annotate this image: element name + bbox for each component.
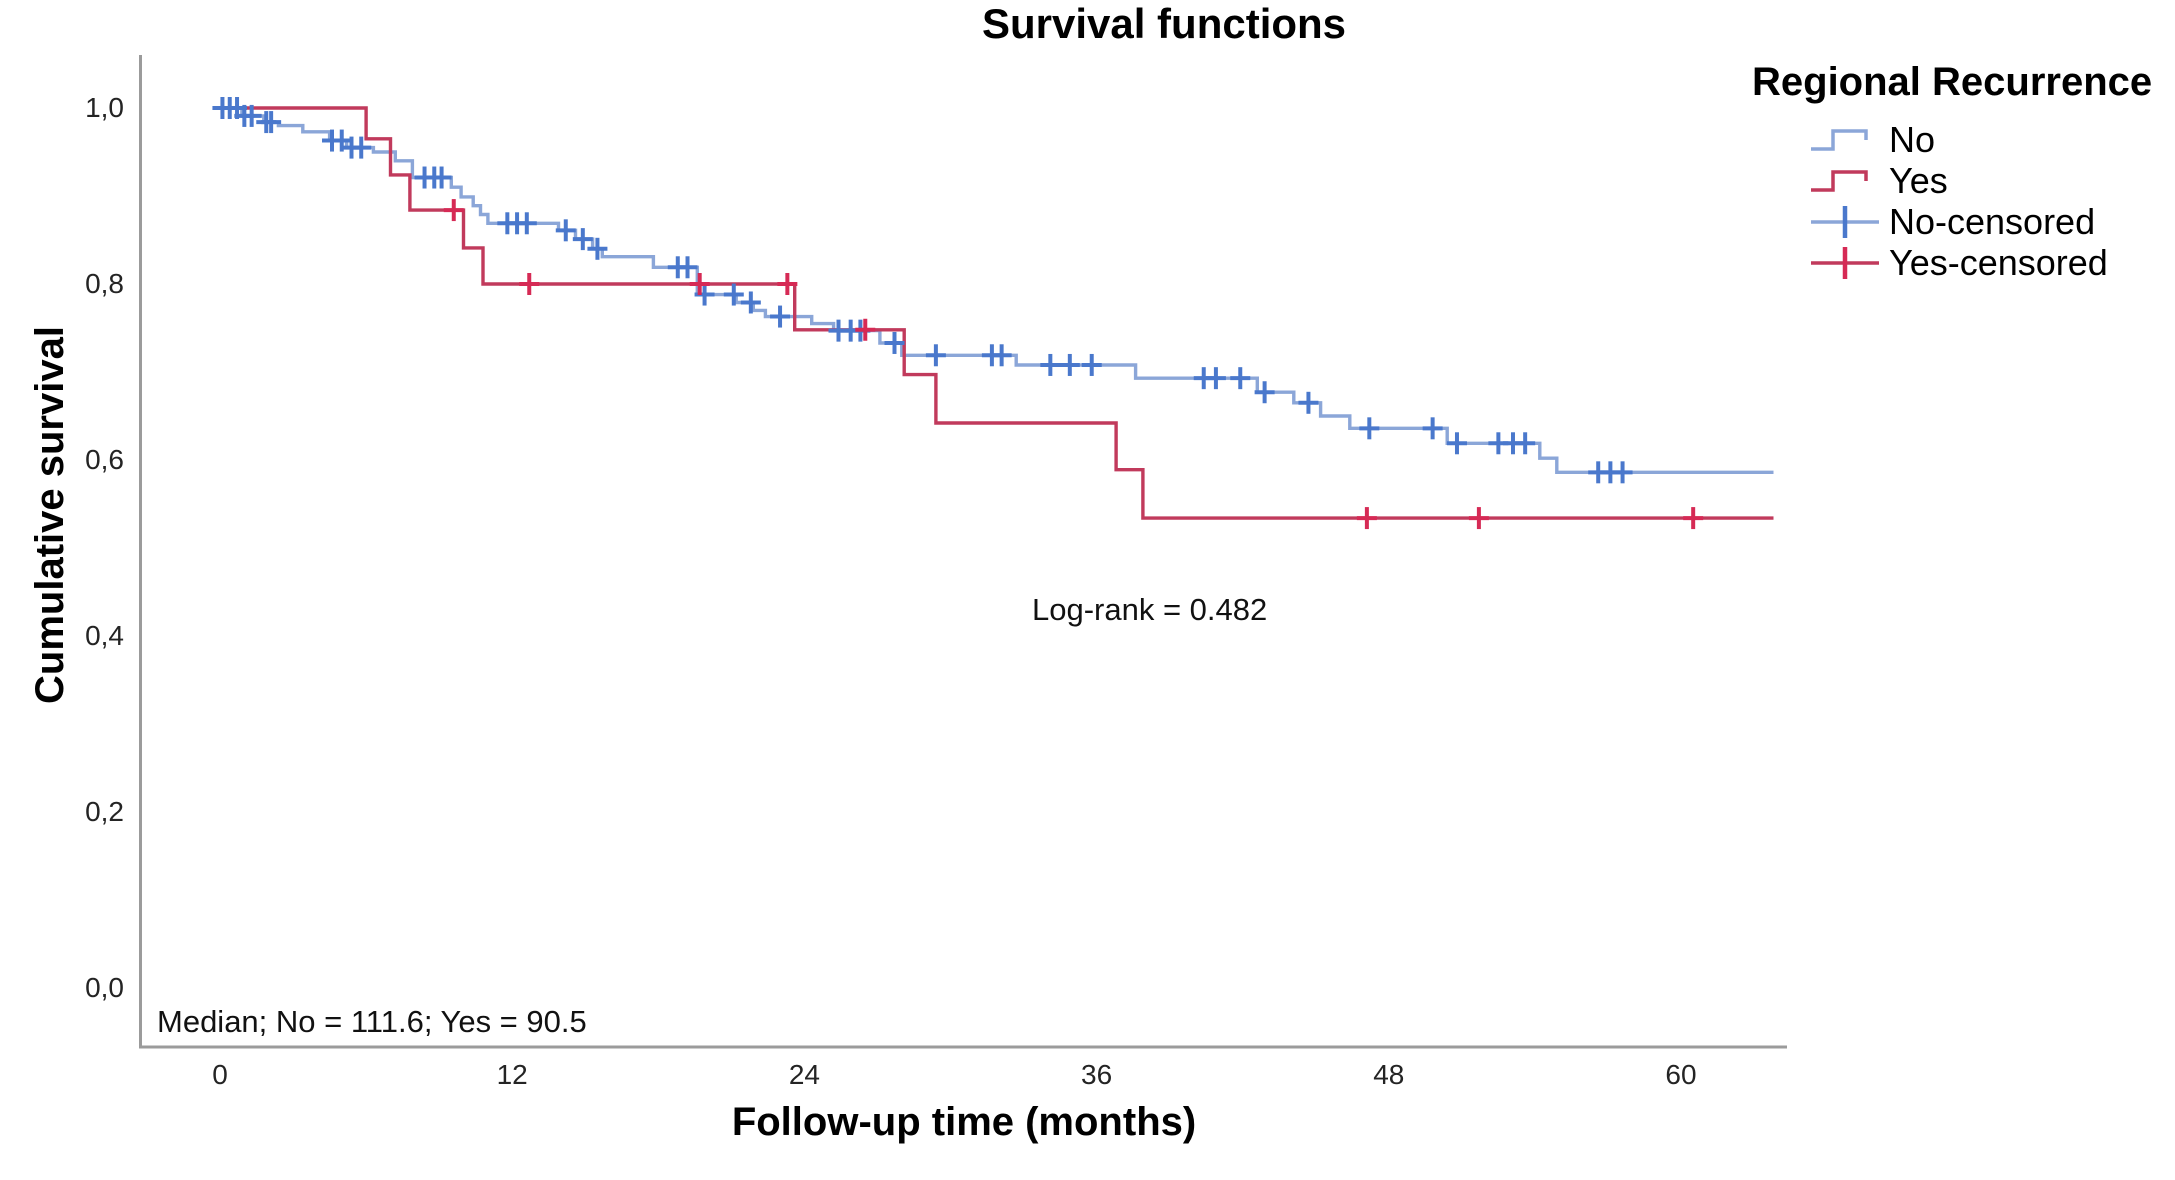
x-tick-label: 24 <box>788 1059 820 1090</box>
censored-marks-no <box>212 97 1633 484</box>
survival-curve-no <box>220 106 1774 474</box>
legend-label: No <box>1889 118 1936 160</box>
legend-item-yes-censored: Yes-censored <box>1752 242 2175 283</box>
censored-marks-yes <box>443 199 1704 530</box>
x-tick-label: 60 <box>1665 1059 1697 1090</box>
legend-item-yes: Yes <box>1752 160 2175 201</box>
censored-mark-icon <box>1811 246 1879 279</box>
legend: Regional Recurrence No Yes No-censored Y… <box>1752 60 2175 283</box>
log-rank-annotation: Log-rank = 0.482 <box>1032 592 1268 627</box>
chart-title: Survival functions <box>981 0 1347 47</box>
y-tick-label: 0,4 <box>85 620 124 651</box>
legend-item-no: No <box>1752 119 2175 160</box>
x-tick-label: 36 <box>1081 1059 1113 1090</box>
step-line-icon <box>1811 169 1868 192</box>
axis-lines <box>139 55 1787 1049</box>
legend-label: Yes-censored <box>1889 241 2108 283</box>
x-tick-label: 48 <box>1373 1059 1405 1090</box>
x-tick-label: 0 <box>212 1059 228 1090</box>
y-axis-title: Cumulative survival <box>28 326 72 704</box>
y-tick-label: 0,6 <box>85 444 124 475</box>
y-tick-label: 1,0 <box>85 92 124 123</box>
x-axis-title: Follow-up time (months) <box>731 1100 1197 1144</box>
survival-curve-yes <box>220 106 1774 520</box>
legend-item-no-censored: No-censored <box>1752 201 2175 242</box>
x-tick-label: 12 <box>496 1059 528 1090</box>
y-tick-label: 0,8 <box>85 268 124 299</box>
legend-label: No-censored <box>1889 200 2096 242</box>
y-tick-label: 0,2 <box>85 796 124 827</box>
legend-title: Regional Recurrence <box>1752 60 2153 104</box>
y-tick-label: 0,0 <box>85 972 124 1003</box>
median-annotation: Median; No = 111.6; Yes = 90.5 <box>157 1004 587 1039</box>
step-line-icon <box>1811 128 1868 151</box>
censored-mark-icon <box>1811 205 1879 238</box>
legend-label: Yes <box>1889 159 1948 201</box>
